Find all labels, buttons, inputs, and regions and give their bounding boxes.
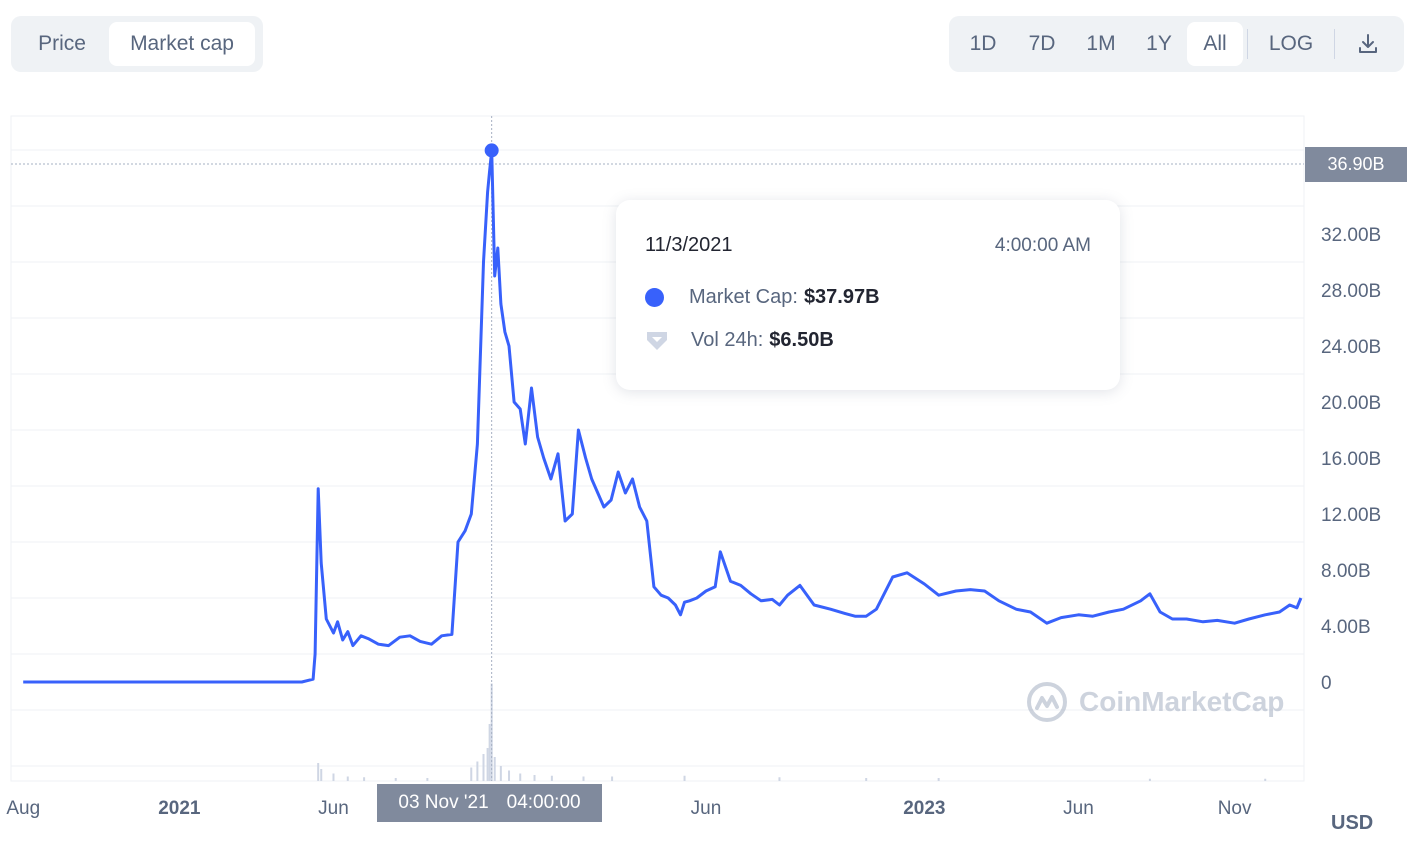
y-tick-label: 28.00B [1321,281,1381,302]
volume-bar [317,763,320,781]
chart-type-tabs: Price Market cap [11,16,263,72]
x-tick-label: Jun [1063,798,1094,819]
x-tick-label: 2023 [903,798,945,819]
volume-bar [426,778,429,781]
volume-bar [394,778,397,781]
volume-bar [486,748,489,781]
market-cap-value: $37.97B [803,286,880,308]
tooltip-time: 4:00:00 AM [994,235,1091,256]
tooltip-market-cap-row: Market Cap: $37.97B [645,286,880,309]
tab-price[interactable]: Price [38,32,86,55]
market-cap-line [23,143,1303,684]
y-tick-label: 4.00B [1321,617,1371,638]
volume-bar [1148,778,1151,781]
range-1y[interactable]: 1Y [1146,32,1172,55]
dot-icon [645,288,664,307]
x-tick-label: Nov [1218,798,1252,819]
volume-bar [937,778,940,781]
x-tick-label: Jun [691,798,722,819]
y-tick-label: 0 [1321,673,1332,694]
plot-frame [10,115,1305,782]
coinmarketcap-logo-icon [1027,682,1067,722]
range-1d[interactable]: 1D [969,32,997,55]
tooltip: 11/3/2021 4:00:00 AM Market Cap: $37.97B… [616,200,1120,390]
y-tick-label: 8.00B [1321,561,1371,582]
volume-bar [533,775,536,781]
x-axis: Aug 2021 Jun Jun 2023 Jun Nov [6,798,1252,819]
range-tabs: 1D 7D 1M 1Y All LOG [949,16,1404,72]
volume-bar [363,777,366,781]
volume-bar [488,724,491,781]
tab-market-cap[interactable]: Market cap [109,22,255,66]
download-button[interactable] [1339,22,1397,66]
y-tick-label: 12.00B [1321,505,1381,526]
volume-bar [499,766,502,781]
y-axis: 4.00B 8.00B 12.00B 16.00B 20.00B 24.00B 28.00B… [1321,225,1381,694]
y-tick-label: 24.00B [1321,337,1381,358]
x-tick-label: 2021 [158,798,201,819]
volume-bar [482,754,485,781]
crosshair-x-badge: 03 Nov '21 04:00:00 [377,784,602,822]
volume-bar [611,776,614,781]
y-tick-label: 16.00B [1321,449,1381,470]
crosshair-date: 03 Nov '21 [398,792,489,813]
volume-bar [550,775,553,781]
y-tick-label: 20.00B [1321,393,1381,414]
shield-icon [647,331,667,350]
y-tick-label: 32.00B [1321,225,1381,246]
x-tick-label: Jun [318,798,349,819]
volume-label: Vol 24h: [691,329,764,351]
volume-bar [346,776,349,781]
divider [1247,29,1248,59]
watermark: CoinMarketCap [1025,680,1284,724]
range-all[interactable]: All [1187,22,1243,66]
volume-bar [778,777,781,781]
range-7d[interactable]: 7D [1028,32,1056,55]
highlight-point [484,143,499,158]
volume-bar [683,775,686,781]
download-icon [1359,34,1377,53]
range-1m[interactable]: 1M [1086,32,1116,55]
tooltip-date: 11/3/2021 [645,234,733,256]
volume-bar [1264,778,1267,781]
crosshair-time: 04:00:00 [506,792,581,813]
volume-bar [865,778,868,781]
volume-bar [493,757,496,781]
market-cap-series [23,148,1303,684]
crosshair-y-badge: 36.90B [1305,147,1407,182]
volume-bar [332,773,335,781]
tooltip-volume-row: Vol 24h: $6.50B [645,329,834,352]
volume-bar [470,767,473,781]
log-toggle[interactable]: LOG [1268,32,1314,55]
watermark-text: CoinMarketCap [1079,686,1285,717]
x-tick-label: Aug [6,798,40,819]
volume-bar [582,776,585,781]
volume-bar [508,770,511,781]
volume-bar [476,761,479,781]
crosshair [11,116,1304,781]
market-cap-label: Market Cap: [689,286,798,308]
currency-label: USD [1331,812,1374,834]
volume-value: $6.50B [769,329,834,351]
volume-bar [320,769,323,781]
volume-bar [519,773,522,781]
divider [1334,29,1335,59]
